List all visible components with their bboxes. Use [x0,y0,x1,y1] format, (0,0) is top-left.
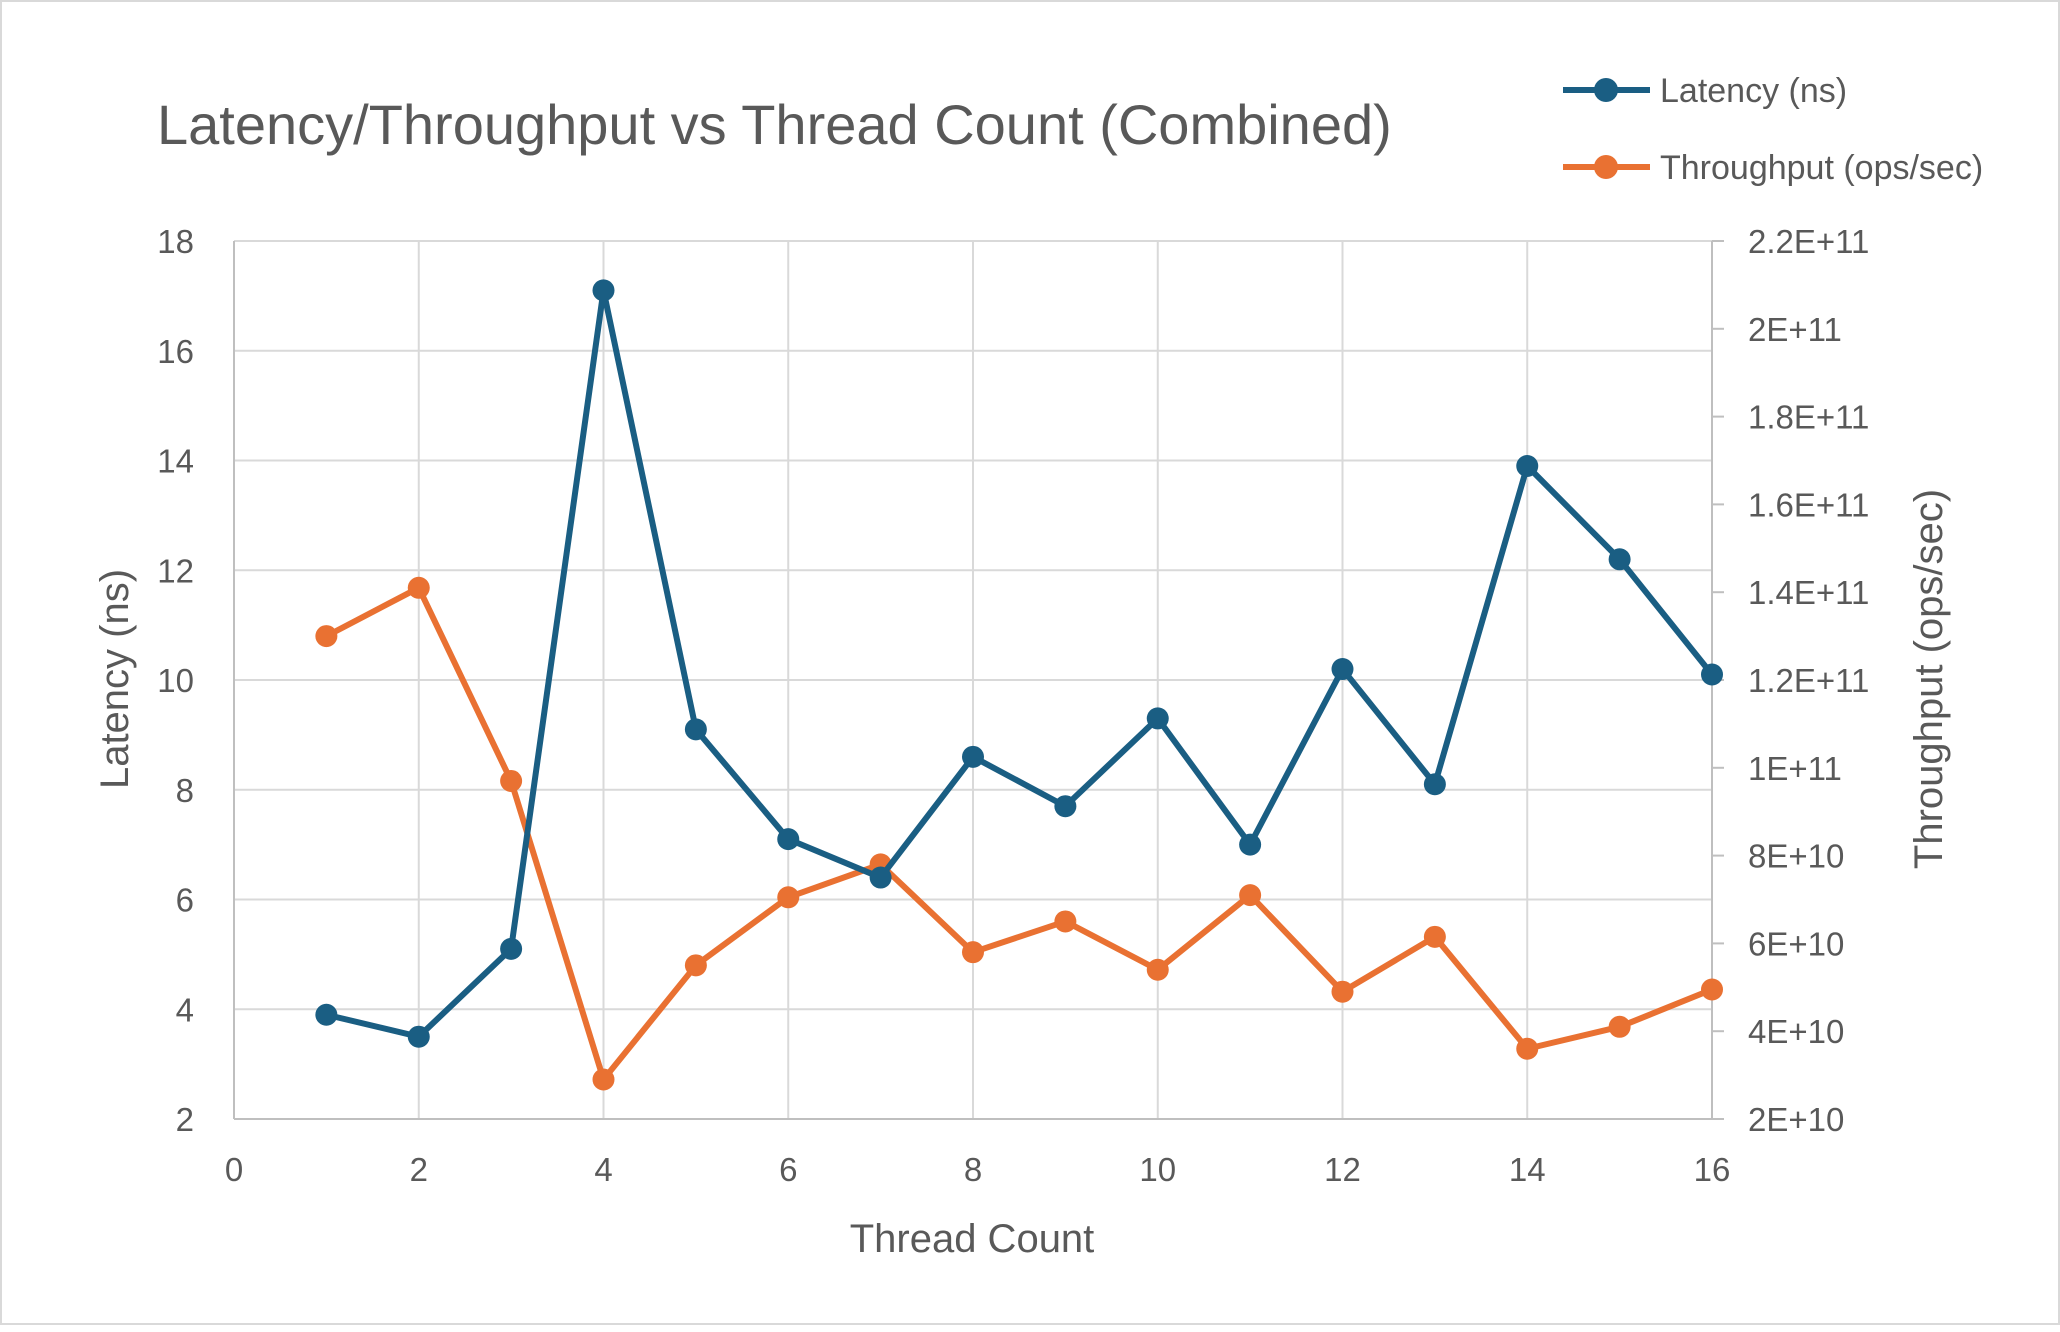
y2-tick-label: 1.8E+11 [1748,399,1869,436]
y-tick-label: 12 [157,552,194,589]
y2-tick-label: 1.2E+11 [1748,662,1869,699]
x-tick-label: 6 [779,1151,797,1188]
data-point [1331,658,1354,681]
data-point [1146,958,1169,981]
data-point [684,718,707,741]
data-point [500,937,523,960]
data-point [777,828,800,851]
chart-title: Latency/Throughput vs Thread Count (Comb… [157,93,1392,156]
data-point [869,866,892,889]
y2-tick-label: 2E+10 [1748,1101,1844,1138]
x-tick-label: 0 [225,1151,243,1188]
data-point [1054,795,1077,818]
y2-tick-label: 6E+10 [1748,925,1844,962]
y2-tick-label: 4E+10 [1748,1013,1844,1050]
y2-tick-label: 8E+10 [1748,838,1844,875]
x-tick-label: 14 [1509,1151,1546,1188]
y-tick-label: 10 [157,662,194,699]
data-point [1331,980,1354,1003]
x-tick-label: 4 [594,1151,612,1188]
x-axis-title: Thread Count [850,1217,1095,1261]
grid [234,240,1713,1119]
y-tick-label: 14 [157,443,194,480]
series-latency [315,279,1723,1048]
legend-swatch-marker [1594,78,1618,102]
x-tick-label: 2 [410,1151,428,1188]
data-point [407,576,430,599]
x-tick-label: 8 [964,1151,982,1188]
x-tick-label: 16 [1694,1151,1731,1188]
data-point [962,941,984,964]
data-point [1423,925,1446,948]
legend-item: Latency (ns) [1563,72,1847,110]
data-point [1608,548,1631,571]
y-tick-label: 18 [157,223,194,260]
data-point [315,625,338,648]
y-tick-label: 4 [176,991,194,1028]
data-point [407,1025,430,1048]
series-line [323,287,1715,1040]
series-throughput [315,576,1723,1091]
legend-label: Latency (ns) [1660,72,1847,110]
legend-label: Throughput (ops/sec) [1660,149,1983,187]
data-point [1423,773,1446,796]
y-tick-label: 2 [176,1101,194,1138]
data-point [592,1068,615,1091]
data-point [1701,663,1723,686]
y2-tick-label: 2E+11 [1748,311,1842,348]
data-point [1146,707,1169,730]
y2-tick-label: 1E+11 [1748,750,1842,787]
y-tick-label: 16 [157,333,194,370]
series [315,279,1723,1091]
series-line [323,584,1715,1083]
legend-swatch-marker [1594,155,1618,179]
data-point [500,769,523,792]
data-point [1516,1037,1539,1060]
x-tick-label: 12 [1324,1151,1361,1188]
legend-item: Throughput (ops/sec) [1563,149,1983,187]
data-point [962,745,984,768]
data-point [684,954,707,977]
tick-labels: 0 2 4 6 8 10 12 14 16246810121416182E+104E+106E+… [157,223,1869,1188]
data-point [1701,978,1723,1001]
y-tick-label: 8 [176,772,194,809]
data-point [1516,454,1539,477]
data-point [777,886,800,909]
x-tick-label: 10 [1139,1151,1176,1188]
data-point [1239,833,1262,856]
legend: Latency (ns) Throughput (ops/sec) [1563,72,1983,187]
y-axis-title: Latency (ns) [93,569,137,789]
data-point [1239,884,1262,907]
y2-tick-label: 2.2E+11 [1748,223,1869,260]
y-tick-label: 6 [176,882,194,919]
y2-tick-label: 1.6E+11 [1748,486,1869,523]
data-point [1054,910,1077,933]
y2-axis-title: Throughput (ops/sec) [1907,489,1951,869]
data-point [592,279,615,302]
y2-tick-label: 1.4E+11 [1748,574,1869,611]
data-point [1608,1015,1631,1038]
data-point [315,1003,338,1026]
